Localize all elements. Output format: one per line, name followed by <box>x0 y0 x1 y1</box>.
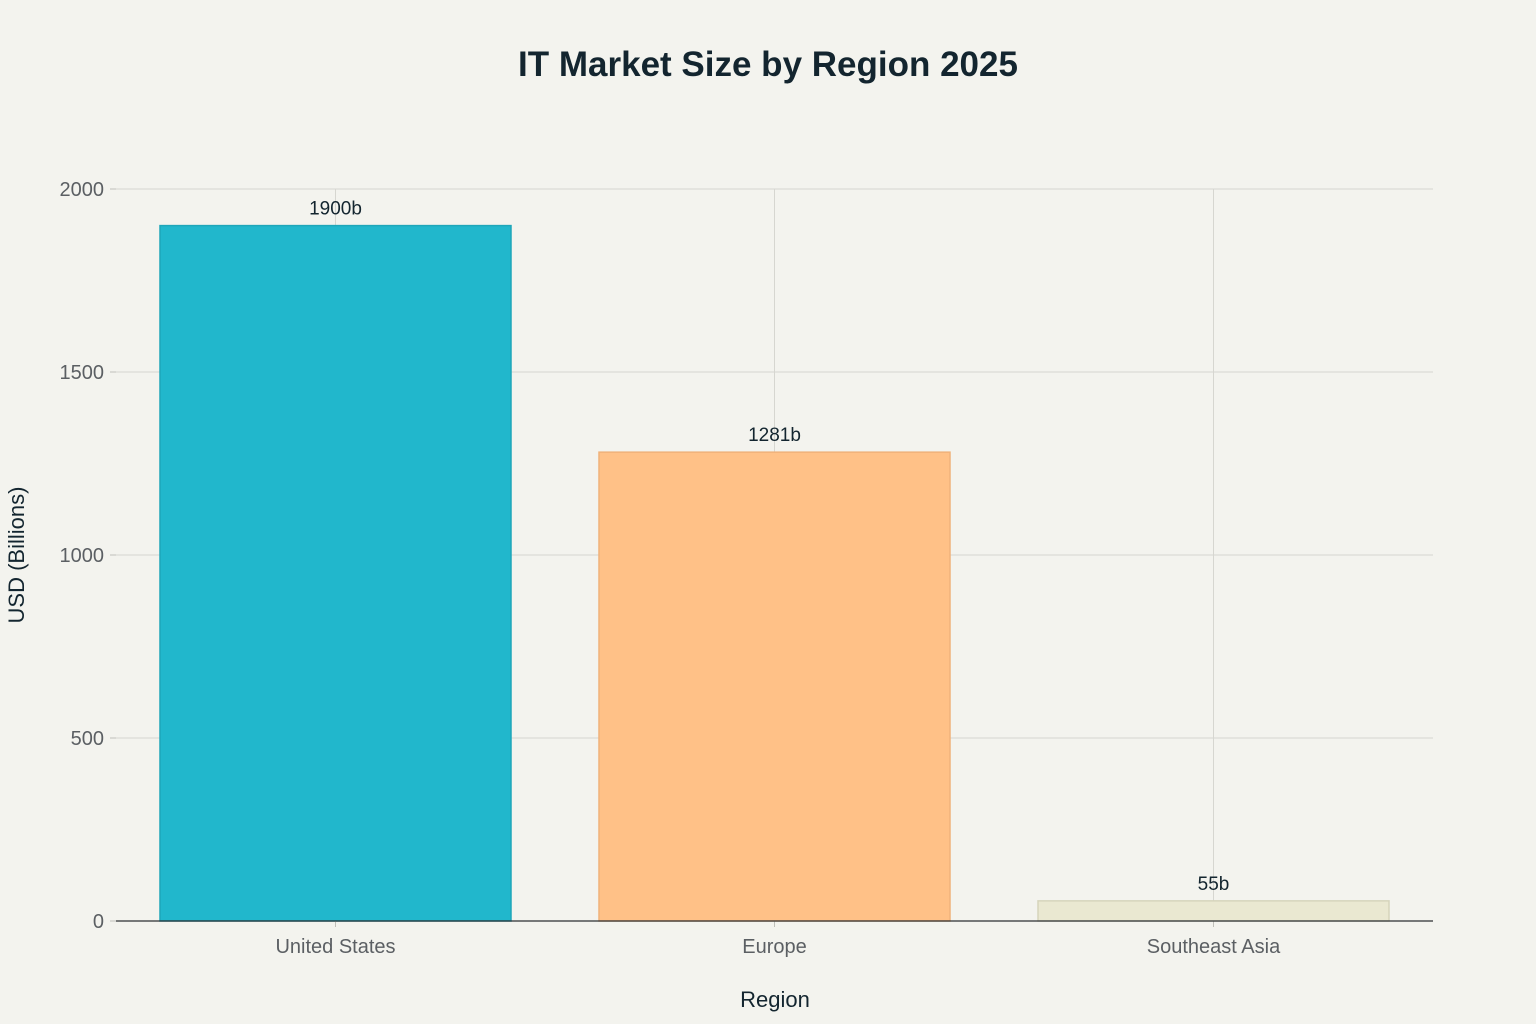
y-axis-title: USD (Billions) <box>4 487 29 624</box>
bar-southeast-asia <box>1037 900 1390 922</box>
y-tick-label: 1000 <box>60 545 105 567</box>
y-tick-label: 500 <box>71 728 104 750</box>
y-tick-label: 1500 <box>60 362 105 384</box>
x-axis-title: Region <box>740 987 810 1012</box>
axis-layer <box>110 188 1433 927</box>
labels-layer: 0 500 1000 1500 2000 1900b United States 1281b E… <box>60 179 1282 958</box>
y-tick-label: 0 <box>93 911 104 933</box>
bars-layer <box>159 224 1390 922</box>
bar-united-states <box>159 224 512 922</box>
x-tick-label: United States <box>275 936 395 958</box>
y-tick-label: 2000 <box>60 179 105 201</box>
chart-title: IT Market Size by Region 2025 <box>518 45 1018 84</box>
x-tick-label: Europe <box>742 936 807 958</box>
data-label: 1900b <box>309 199 362 220</box>
data-label: 55b <box>1198 874 1230 895</box>
data-label: 1281b <box>748 425 801 446</box>
bar-europe <box>598 451 951 922</box>
x-tick-label: Southeast Asia <box>1147 936 1281 958</box>
